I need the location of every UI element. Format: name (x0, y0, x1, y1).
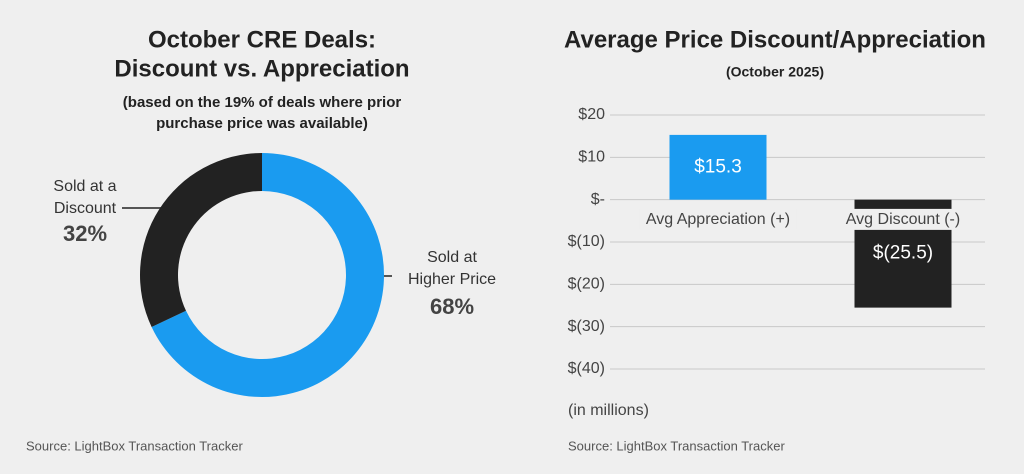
y-tick-label: $(10) (568, 233, 605, 250)
donut-title: October CRE Deals: (148, 26, 376, 53)
slice-value-label: 68% (429, 294, 475, 319)
x-tick-label: Avg Appreciation (+) (646, 211, 790, 228)
value-label: $(25.5) (873, 243, 933, 264)
bar-title: Average Price Discount/Appreciation (564, 26, 986, 53)
axis-note: (in millions) (568, 402, 649, 419)
label-background (839, 208, 967, 230)
slice-label: Sold at a Discount (53, 178, 117, 217)
donut-subtitle: (based on the 19% of deals where prior (123, 94, 402, 111)
y-tick-label: $(20) (568, 276, 605, 293)
bar (669, 134, 767, 200)
y-tick-label: $(30) (568, 318, 605, 335)
source: Source: LightBox Transaction Tracker (26, 438, 243, 453)
slice-value-label: 32% (62, 221, 108, 246)
donut-slice (139, 153, 262, 327)
source: Source: LightBox Transaction Tracker (568, 438, 785, 453)
donut-slice (151, 153, 384, 397)
y-tick-label: $- (591, 191, 605, 208)
label-background (639, 208, 797, 230)
value-label: $15.3 (694, 156, 742, 177)
y-tick-label: $10 (578, 149, 605, 166)
x-tick-label: Avg Discount (-) (846, 211, 960, 228)
donut-title: Discount vs. Appreciation (114, 55, 409, 82)
bar-subtitle: (October 2025) (726, 64, 824, 80)
y-tick-label: $(40) (568, 360, 605, 377)
donut-subtitle: purchase price was available) (156, 115, 368, 132)
y-tick-label: $20 (578, 106, 605, 123)
slice-label: Sold at Higher Price (407, 249, 497, 288)
